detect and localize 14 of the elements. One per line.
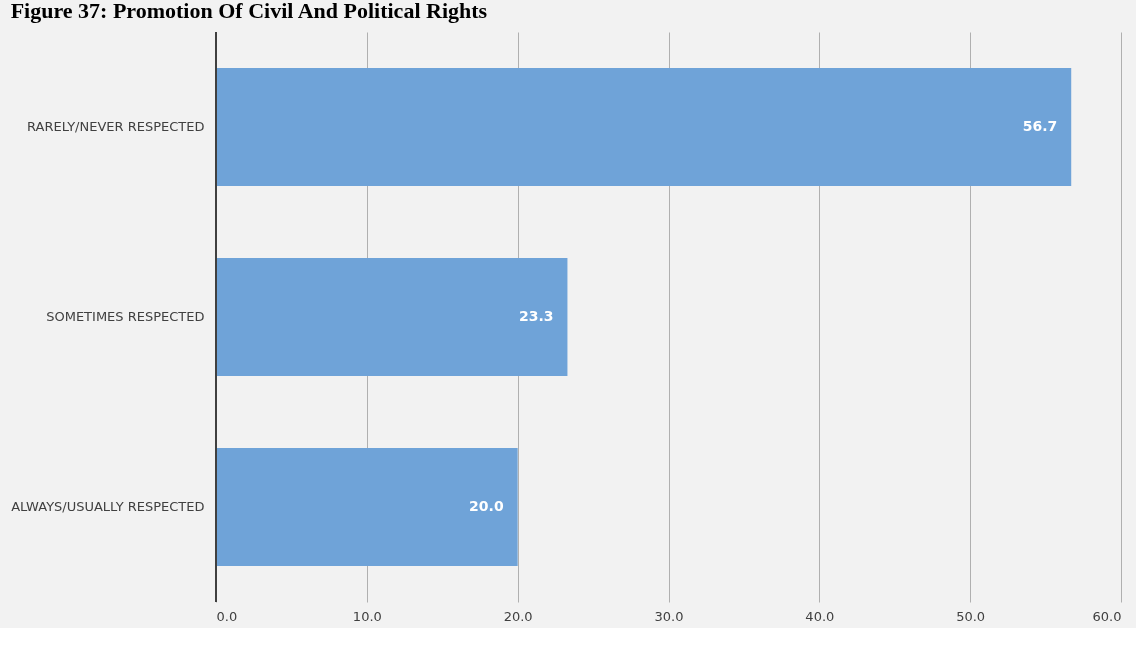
x-tick-label: 0.0	[216, 608, 238, 624]
y-tick-label: RARELY/NEVER RESPECTED	[27, 119, 205, 134]
x-tick-label: 20.0	[503, 608, 533, 624]
data-label: 56.7	[1022, 118, 1058, 134]
x-tick-label: 10.0	[352, 608, 382, 624]
y-tick-label: SOMETIMES RESPECTED	[46, 309, 205, 324]
x-tick-label: 30.0	[654, 608, 684, 624]
x-tick-label: 50.0	[956, 608, 986, 624]
x-tick-label: 60.0	[1092, 608, 1122, 624]
data-label: 23.3	[518, 308, 554, 324]
data-label: 20.0	[469, 498, 504, 514]
chart-title: Figure 37: Promotion Of Civil And Political Rights	[10, 0, 488, 23]
x-tick-label: 40.0	[805, 608, 835, 624]
y-tick-label: ALWAYS/USUALLY RESPECTED	[11, 499, 205, 514]
